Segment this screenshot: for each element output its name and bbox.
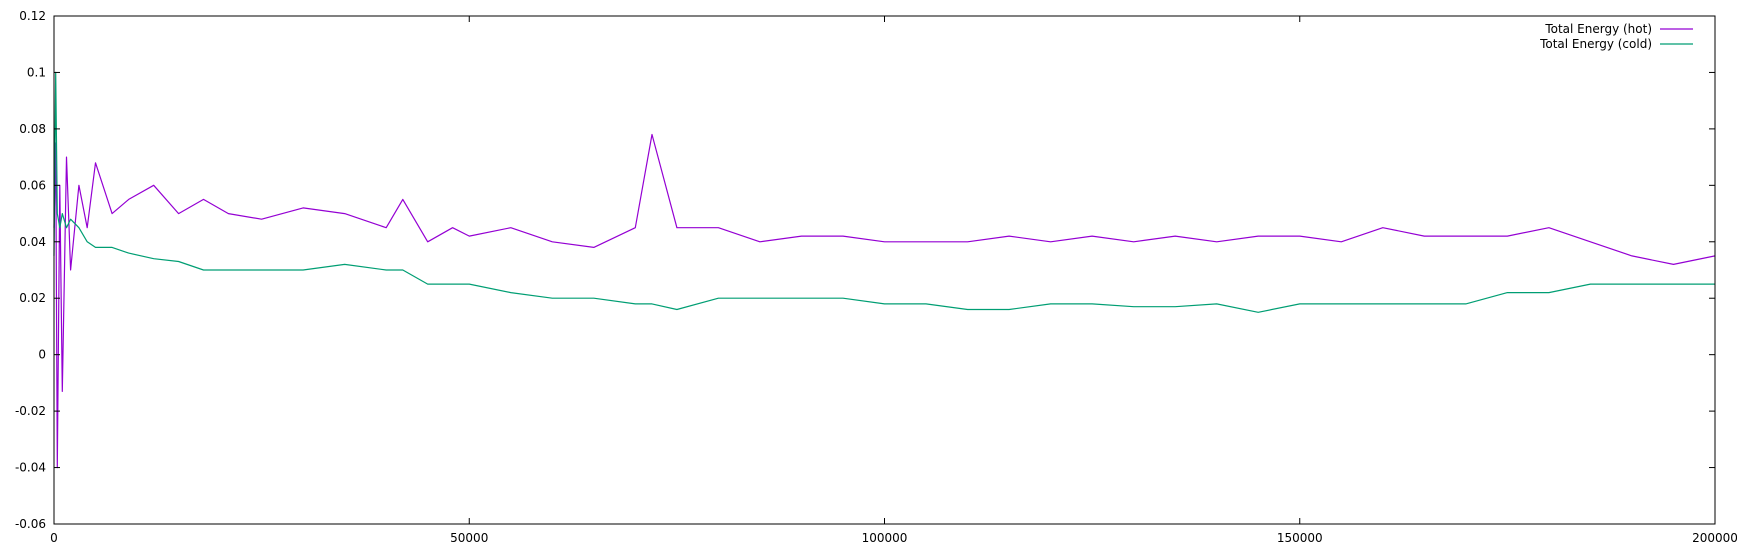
ticks-layer: 0 50000 100000 150000 200000 -0.06 -0.04 -0.02 0… (15, 9, 1737, 545)
legend: Total Energy (hot)Total Energy (cold) (1539, 22, 1693, 51)
x-tick-label: 0 (50, 531, 58, 545)
y-tick-label: -0.06 (15, 517, 46, 531)
y-tick-label: -0.02 (15, 404, 46, 418)
y-tick-label: 0.06 (19, 178, 46, 192)
y-tick-label: -0.04 (15, 461, 46, 475)
y-tick-label: 0.02 (19, 291, 46, 305)
y-tick-label: 0 (38, 348, 46, 362)
series-line-cold (53, 71, 1715, 313)
series-layer (53, 71, 1716, 469)
y-tick-label: 0.08 (19, 122, 46, 136)
y-tick-label: 0.1 (27, 65, 46, 79)
y-tick-label: 0.04 (19, 235, 46, 249)
y-tick-label: 0.12 (19, 9, 46, 23)
legend-label-cold: Total Energy (cold) (1539, 37, 1652, 51)
x-tick-label: 150000 (1277, 531, 1323, 545)
x-tick-label: 200000 (1692, 531, 1737, 545)
legend-label-hot: Total Energy (hot) (1544, 22, 1652, 36)
series-line-hot (53, 133, 1716, 469)
x-tick-label: 50000 (450, 531, 488, 545)
x-tick-label: 100000 (862, 531, 908, 545)
